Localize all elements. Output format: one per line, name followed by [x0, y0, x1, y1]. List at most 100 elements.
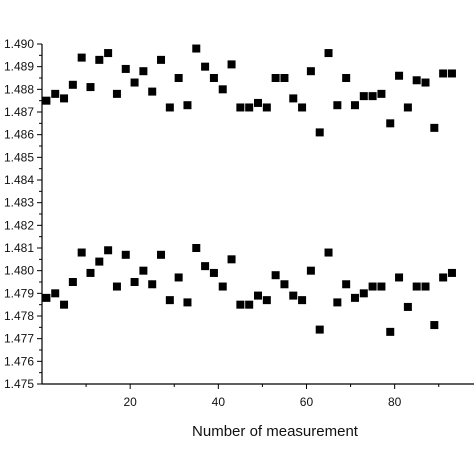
y-tick-label: 1.475: [4, 377, 34, 391]
y-tick-label: 1.478: [4, 309, 34, 323]
data-point: [386, 327, 395, 336]
data-point: [421, 78, 430, 87]
data-point: [386, 119, 395, 128]
data-point: [218, 282, 227, 291]
y-tick-label: 1.482: [4, 218, 34, 232]
data-point: [333, 298, 342, 307]
data-point: [60, 300, 69, 309]
data-point: [262, 296, 271, 305]
data-point: [209, 268, 218, 277]
y-tick-label: 1.483: [4, 196, 34, 210]
data-point: [298, 103, 307, 112]
data-point: [95, 257, 104, 266]
data-point: [262, 103, 271, 112]
data-point: [209, 74, 218, 82]
data-point: [430, 123, 439, 132]
data-point: [236, 300, 245, 309]
data-point: [104, 49, 113, 58]
y-tick-label: 1.479: [4, 286, 34, 300]
y-tick-label: 1.484: [4, 173, 34, 187]
data-point: [139, 266, 148, 275]
data-point: [183, 298, 192, 307]
data-point: [342, 280, 351, 289]
data-point: [192, 44, 201, 53]
data-point: [157, 55, 166, 64]
data-point: [368, 92, 377, 101]
data-point: [403, 103, 412, 112]
data-point: [306, 266, 315, 275]
data-point: [95, 55, 104, 64]
data-point: [430, 321, 439, 330]
data-point: [183, 101, 192, 110]
data-point: [324, 248, 333, 257]
data-point: [51, 289, 60, 298]
y-tick-label: 1.488: [4, 82, 34, 96]
data-point: [104, 246, 113, 255]
data-point: [201, 262, 210, 271]
data-point: [377, 282, 386, 291]
y-tick-label: 1.489: [4, 60, 34, 74]
data-point: [280, 74, 289, 82]
data-point: [368, 282, 377, 291]
data-point: [271, 74, 280, 82]
y-tick-label: 1.477: [4, 332, 34, 346]
x-axis-title: Number of measurement: [192, 423, 359, 440]
data-point: [139, 67, 148, 76]
plot-frame: [41, 44, 474, 385]
data-point: [395, 71, 404, 80]
data-point: [342, 74, 351, 82]
y-tick-label: 1.490: [4, 37, 34, 51]
data-point: [60, 94, 69, 103]
data-point: [148, 87, 157, 96]
data-point: [350, 293, 359, 302]
x-tick-label: 20: [123, 395, 137, 409]
data-point: [447, 69, 456, 78]
data-point: [174, 273, 183, 282]
data-point: [245, 300, 254, 309]
y-tick-label: 1.481: [4, 241, 34, 255]
data-point: [236, 103, 245, 112]
data-points: [42, 44, 456, 336]
data-point: [86, 83, 95, 92]
data-point: [298, 296, 307, 305]
data-point: [245, 103, 254, 112]
data-point: [315, 128, 324, 137]
data-point: [174, 74, 183, 82]
data-point: [412, 76, 421, 85]
data-point: [165, 103, 174, 112]
data-point: [412, 282, 421, 291]
data-point: [447, 268, 456, 277]
y-tick-label: 1.487: [4, 105, 34, 119]
data-point: [421, 282, 430, 291]
data-point: [68, 278, 77, 286]
data-point: [68, 80, 77, 89]
data-point: [130, 78, 139, 87]
data-point: [227, 255, 236, 264]
data-point: [201, 62, 210, 71]
data-point: [359, 92, 368, 101]
data-point: [157, 250, 166, 259]
data-point: [192, 244, 201, 252]
y-tick-label: 1.485: [4, 150, 34, 164]
data-point: [77, 248, 86, 257]
data-point: [333, 101, 342, 110]
data-point: [130, 278, 139, 286]
data-point: [165, 296, 174, 305]
data-point: [77, 53, 86, 62]
data-point: [395, 273, 404, 282]
data-point: [51, 89, 60, 98]
data-point: [350, 101, 359, 110]
data-point: [42, 293, 51, 302]
data-point: [148, 280, 157, 289]
data-point: [403, 302, 412, 311]
data-point: [306, 67, 315, 76]
data-point: [254, 291, 262, 300]
data-point: [112, 89, 121, 98]
data-point: [254, 98, 262, 107]
data-point: [227, 60, 236, 69]
y-tick-label: 1.480: [4, 264, 34, 278]
data-point: [121, 64, 130, 73]
data-point: [315, 325, 324, 334]
data-point: [439, 69, 448, 78]
